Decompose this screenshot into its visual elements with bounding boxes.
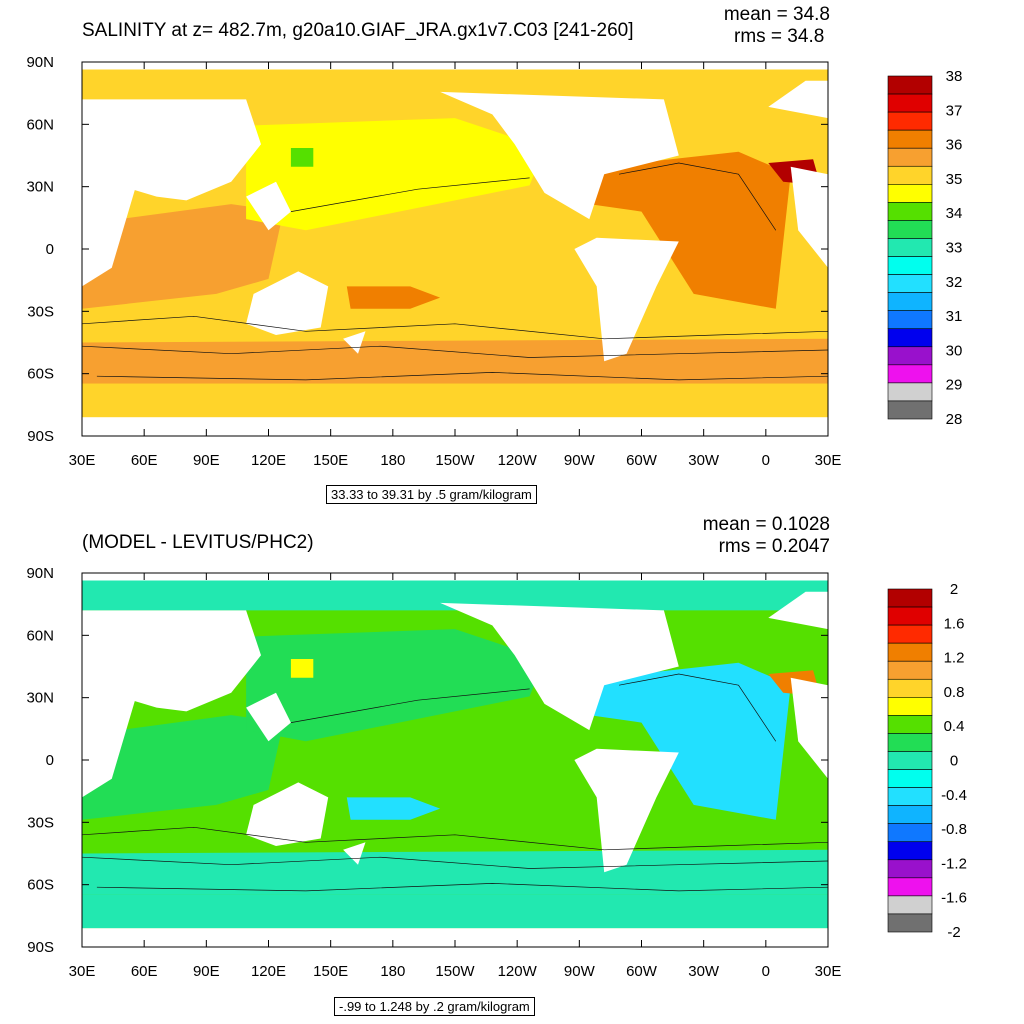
panel2-mean: mean = 0.1028	[702, 514, 830, 535]
indian-ocean-field	[82, 204, 284, 309]
south-america-land	[574, 237, 679, 362]
panel2-title: (MODEL - LEVITUS/PHC2)	[82, 532, 314, 553]
colorbar-box	[887, 147, 933, 167]
colorbar-label: 34	[946, 205, 963, 222]
colorbar-box	[887, 310, 933, 330]
x-tick-label: 120W	[498, 452, 538, 469]
colorbar-box	[887, 202, 933, 221]
colorbar-box	[887, 364, 933, 384]
colorbar-label: 36	[946, 137, 963, 154]
colorbar-label: 38	[946, 68, 963, 85]
x-tick-label: 150W	[435, 452, 475, 469]
colorbar-box	[887, 111, 933, 131]
contour-line-3	[96, 372, 829, 381]
x-tick-label: 0	[762, 452, 770, 469]
north-america-land	[440, 91, 679, 220]
new-zealand-land	[343, 331, 366, 354]
colorbar-box	[887, 75, 933, 95]
arctic-field	[82, 69, 828, 100]
y-tick-label: 90N	[26, 54, 54, 71]
colorbar-box	[887, 328, 933, 348]
contour-line-1	[81, 315, 829, 340]
colorbar-box	[887, 93, 933, 113]
colorbar-box	[887, 220, 933, 239]
north-pacific-field	[246, 118, 545, 231]
west-africa-land	[790, 166, 828, 268]
colorbar-box	[887, 346, 933, 366]
colorbar-label: 28	[946, 411, 963, 428]
colorbar-label: 31	[946, 308, 963, 325]
okhotsk-patch	[290, 148, 314, 167]
colorbar-label: 29	[946, 377, 963, 394]
y-tick-label: 60S	[27, 366, 54, 383]
southern-ocean-field	[82, 383, 828, 418]
africa-land	[82, 136, 142, 287]
australia-land	[246, 271, 329, 335]
colorbar-box	[887, 184, 933, 203]
colorbar-label: 35	[946, 171, 963, 188]
x-tick-label: 30E	[69, 452, 96, 469]
panel1-rms: rms = 34.8	[734, 26, 825, 47]
colorbar-box	[887, 129, 933, 149]
y-tick-label: 30N	[26, 179, 54, 196]
greenland-land	[768, 80, 828, 119]
x-tick-label: 90W	[564, 452, 596, 469]
contour-line-4	[290, 177, 530, 212]
panel1-title: SALINITY at z= 482.7m, g20a10.GIAF_JRA.g…	[82, 20, 634, 41]
colorbar-box	[887, 292, 933, 311]
colorbar-label: 33	[946, 240, 963, 257]
colorbar-box	[887, 400, 933, 420]
panel1-contour-info: 33.33 to 39.31 by .5 gram/kilogram	[326, 485, 537, 504]
x-tick-label: 120E	[251, 452, 286, 469]
panel2-contour-info: -.99 to 1.248 by .2 gram/kilogram	[334, 997, 535, 1016]
colorbar-label: 30	[946, 342, 963, 359]
contour-line-2	[81, 345, 829, 358]
southern-ocean-band	[82, 338, 828, 384]
x-tick-label: 150E	[313, 452, 348, 469]
y-tick-label: 60N	[26, 116, 54, 133]
colorbar-label: 37	[946, 102, 963, 119]
y-tick-label: 30S	[27, 303, 54, 320]
pacific-anomaly-blob	[346, 286, 441, 309]
maritime-asia-land	[246, 181, 291, 231]
colorbar-box	[887, 256, 933, 275]
panel2-rms: rms = 0.2047	[718, 536, 830, 557]
x-tick-label: 30W	[688, 452, 720, 469]
panel1-mean: mean = 34.8	[723, 4, 830, 25]
north-atlantic-field	[589, 151, 791, 309]
x-tick-label: 180	[380, 452, 405, 469]
x-tick-label: 60E	[131, 452, 158, 469]
x-tick-label: 90E	[193, 452, 220, 469]
colorbar-box	[887, 274, 933, 293]
x-tick-label: 60W	[626, 452, 658, 469]
y-tick-label: 0	[46, 241, 54, 258]
colorbar-box	[887, 382, 933, 402]
y-tick-label: 90S	[27, 428, 54, 445]
colorbar-label: 32	[946, 274, 963, 291]
colorbar-box	[887, 165, 933, 185]
x-tick-label: 30E	[815, 452, 842, 469]
colorbar-box	[887, 238, 933, 257]
contour-line-5	[619, 162, 777, 231]
